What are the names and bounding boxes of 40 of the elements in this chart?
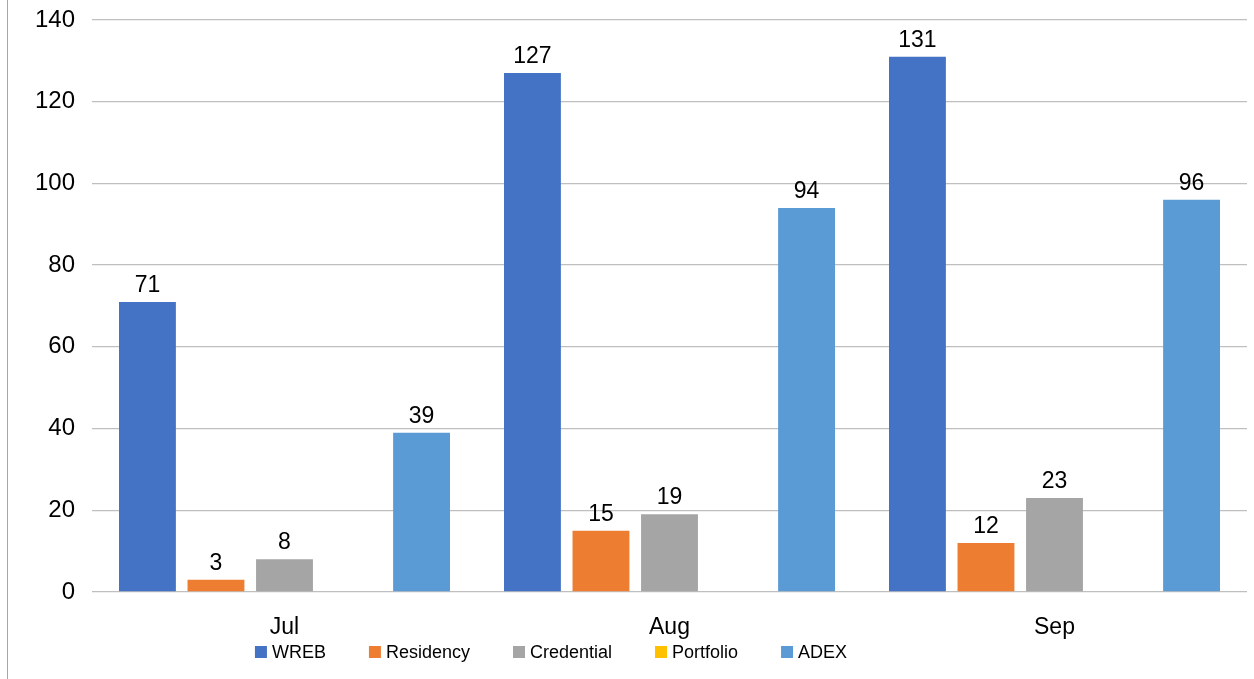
data-label: 39 [408,401,435,428]
legend-label: Portfolio [672,641,739,662]
bar [393,432,450,592]
data-label: 94 [793,176,820,203]
bar [1026,498,1083,592]
data-label: 71 [134,270,161,297]
legend-label: WREB [271,641,326,662]
x-tick-label: Jul [269,613,300,640]
bar [641,514,698,592]
data-label: 96 [1178,168,1205,195]
x-tick-label: Aug [649,613,690,640]
data-label: 12 [973,511,999,538]
data-label: 3 [209,548,223,575]
y-tick-label: 0 [61,576,75,604]
bar [119,301,176,592]
data-label: 131 [898,25,937,52]
bar [572,530,630,592]
y-tick-label: 100 [34,168,75,196]
y-tick-label: 120 [34,86,75,114]
bar [256,559,313,592]
legend-label: ADEX [798,641,848,662]
y-tick-label: 140 [34,4,75,32]
legend-label: Residency [385,641,470,662]
bar [1163,199,1220,592]
data-label: 8 [278,528,291,555]
bar [778,207,835,592]
y-tick-label: 80 [48,249,75,277]
bar [957,542,1015,592]
y-tick-label: 60 [48,331,75,359]
data-label: 19 [656,483,683,510]
y-tick-label: 40 [48,413,75,441]
x-tick-label: Sep [1034,613,1075,640]
legend-label: Credential [529,641,613,662]
bar [187,579,245,592]
data-label: 15 [588,499,614,526]
y-tick-label: 20 [48,494,75,522]
data-label: 127 [513,41,552,68]
bar [504,73,561,592]
bar [889,56,946,592]
data-label: 23 [1041,466,1068,493]
